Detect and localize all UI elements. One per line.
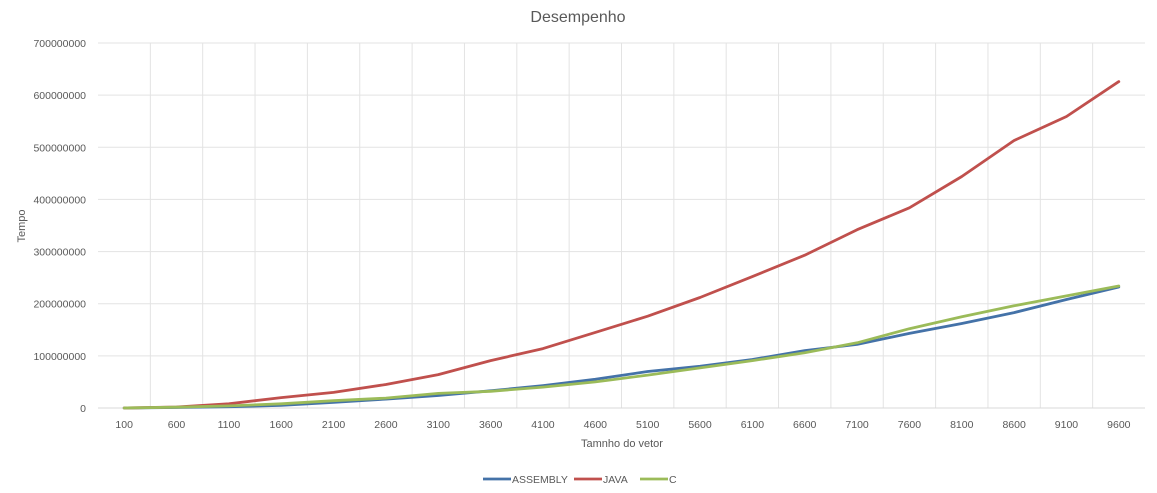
x-tick-label: 3100 — [427, 419, 451, 431]
y-tick-label: 300000000 — [33, 247, 86, 259]
x-tick-label: 8600 — [1002, 419, 1026, 431]
chart-title: Desempenho — [530, 9, 625, 26]
y-tick-label: 700000000 — [33, 38, 86, 50]
legend-label: C — [669, 474, 677, 486]
series-line-c — [122, 284, 1121, 410]
x-tick-label: 1100 — [218, 419, 241, 431]
series-line-assembly — [122, 285, 1121, 410]
x-tick-label: 1600 — [270, 419, 294, 431]
y-tick-label: 400000000 — [33, 194, 86, 206]
series-lines — [122, 80, 1121, 410]
x-tick-label: 9600 — [1107, 419, 1131, 431]
y-tick-label: 500000000 — [33, 142, 86, 154]
x-tick-label: 6600 — [793, 419, 817, 431]
x-tick-label: 2600 — [374, 419, 398, 431]
x-tick-label: 7100 — [845, 419, 869, 431]
x-tick-label: 5600 — [688, 419, 712, 431]
y-tick-label: 200000000 — [33, 299, 86, 311]
legend-label: ASSEMBLY — [512, 474, 568, 486]
x-tick-label: 4600 — [584, 419, 608, 431]
x-tick-label: 2100 — [322, 419, 346, 431]
x-tick-label: 600 — [168, 419, 186, 431]
x-tick-label: 9100 — [1055, 419, 1079, 431]
y-axis-ticks: 0 100000000 200000000 300000000 400000000 500… — [33, 38, 86, 415]
y-tick-label: 0 — [80, 403, 86, 415]
y-tick-label: 100000000 — [33, 351, 86, 363]
series-line-java — [122, 80, 1121, 410]
x-tick-label: 8100 — [950, 419, 974, 431]
legend: ASSEMBLY JAVA C — [483, 474, 677, 486]
y-tick-label: 600000000 — [33, 90, 86, 102]
x-axis-title: Tamnho do vetor — [581, 438, 663, 450]
x-axis-ticks: 100 600 1100 1600 2100 2600 3100 3600 4100 4600 51… — [115, 419, 1130, 431]
y-axis-title: Tempo — [16, 209, 28, 242]
x-tick-label: 6100 — [741, 419, 765, 431]
x-tick-label: 100 — [115, 419, 133, 431]
gridlines — [98, 42, 1145, 408]
x-tick-label: 3600 — [479, 419, 503, 431]
x-tick-label: 7600 — [898, 419, 922, 431]
x-tick-label: 5100 — [636, 419, 660, 431]
x-tick-label: 4100 — [531, 419, 555, 431]
legend-label: JAVA — [603, 474, 628, 486]
